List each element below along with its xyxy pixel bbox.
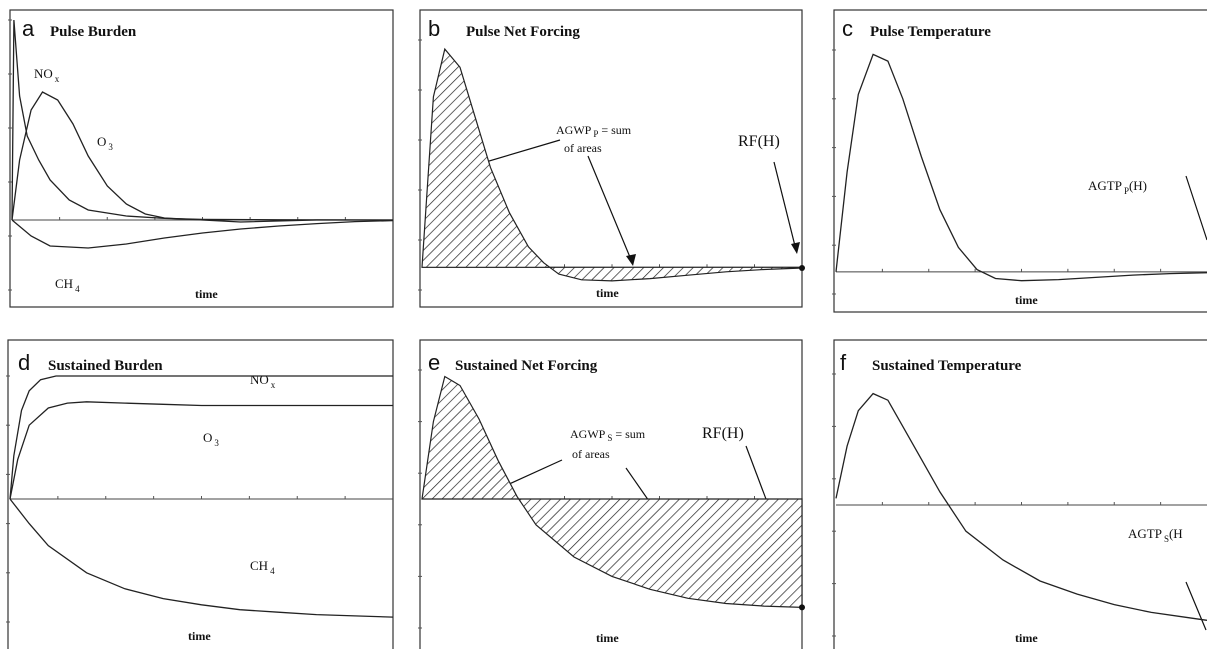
panel-e-agwp-label: AGWP S = sum [570, 427, 646, 443]
panel-a-ch4-line [11, 219, 394, 249]
panel-f-sustained-temperature: f Sustained Temperature time AGTP S(H [832, 339, 1207, 649]
panel-a-nox-label: NO x [34, 66, 60, 84]
panel-e-endpoint-dot [799, 604, 805, 611]
panel-f-letter: f [840, 350, 847, 375]
panel-a-nox-line [11, 19, 394, 221]
panel-d-o3-line [9, 401, 393, 500]
panel-b-agwp-label-line2: of areas [564, 141, 602, 155]
panel-e-hatched-area [421, 375, 803, 609]
panel-d-letter: d [18, 350, 30, 375]
panel-a-ch4-label: CH 4 [55, 276, 80, 294]
panel-c-pulse-temperature: c Pulse Temperature time AGTP P(H) [832, 9, 1207, 313]
panel-d-xlabel: time [188, 629, 211, 643]
panel-c-title: Pulse Temperature [870, 24, 991, 40]
panel-e-agwp-label-line2: of areas [572, 447, 610, 461]
panel-b-title: Pulse Net Forcing [466, 24, 580, 40]
panel-c-arrow-agtp [1185, 175, 1207, 241]
panel-d-title: Sustained Burden [48, 358, 163, 374]
panel-b-frame [419, 9, 803, 308]
panel-b-letter: b [428, 16, 440, 41]
panel-e-xlabel: time [596, 631, 619, 645]
panel-f-agtp-label: AGTP S(H [1128, 526, 1183, 544]
panel-e-title: Sustained Net Forcing [455, 358, 598, 374]
panel-a-letter: a [22, 16, 35, 41]
panel-e-sustained-net-forcing: e Sustained Net Forcing time AGWP S = sum… [418, 339, 805, 649]
panel-b-agwp-label: AGWP P = sum [556, 123, 632, 139]
panel-b-arrow-agwp-right [587, 155, 633, 263]
panel-c-agtp-label: AGTP P(H) [1088, 178, 1147, 196]
panel-e-frame [419, 339, 803, 649]
panel-d-nox-line [9, 375, 393, 500]
panel-b-hatched-area [421, 47, 803, 282]
panel-f-temperature-line [835, 392, 1207, 621]
panel-b-arrowhead-rf [791, 242, 800, 254]
panel-d-ch4-line [9, 498, 394, 618]
panel-a-xlabel: time [195, 287, 218, 301]
panel-c-temperature-line [835, 53, 1207, 282]
panel-b-arrow-rf [773, 161, 797, 251]
panel-d-nox-label: NO x [250, 372, 276, 390]
panel-b-rf-label: RF(H) [738, 133, 780, 150]
panel-f-frame [833, 339, 1207, 649]
panel-b-pulse-net-forcing: b Pulse Net Forcing time AGWP P = sum of … [418, 9, 805, 308]
panel-c-letter: c [842, 16, 853, 41]
panel-b-xlabel: time [596, 286, 619, 300]
panel-d-frame [7, 339, 394, 649]
panel-a-o3-line [11, 91, 393, 223]
panel-f-arrow-agtp [1185, 581, 1207, 631]
panel-a-title: Pulse Burden [50, 24, 137, 40]
panel-b-endpoint-dot [799, 264, 805, 271]
panel-a-frame [9, 9, 394, 308]
panel-f-xlabel: time [1015, 631, 1038, 645]
panel-c-xlabel: time [1015, 293, 1038, 307]
panel-b-arrowhead-agwp-right [626, 254, 636, 266]
panel-e-rf-label: RF(H) [702, 425, 744, 442]
panel-e-letter: e [428, 350, 440, 375]
panel-d-ch4-label: CH 4 [250, 558, 275, 576]
panel-c-frame [833, 9, 1207, 313]
panel-f-title: Sustained Temperature [872, 358, 1022, 374]
